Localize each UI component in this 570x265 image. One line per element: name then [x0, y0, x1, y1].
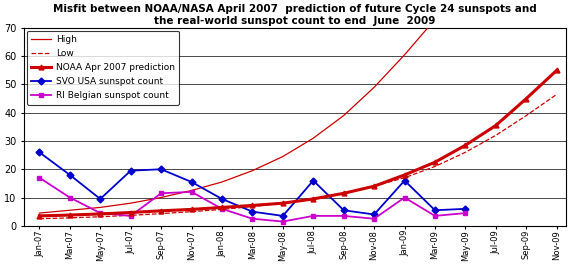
NOAA Apr 2007 prediction [523, 97, 530, 100]
NOAA Apr 2007 prediction [553, 69, 560, 72]
RI Belgian sunspot count [158, 192, 165, 195]
SVO USA sunspot count [218, 197, 225, 201]
High [310, 136, 317, 140]
RI Belgian sunspot count [462, 211, 469, 215]
NOAA Apr 2007 prediction [127, 211, 134, 214]
Low [158, 212, 165, 215]
High [36, 211, 43, 215]
NOAA Apr 2007 prediction [67, 214, 74, 217]
High [553, 0, 560, 1]
High [401, 53, 408, 56]
SVO USA sunspot count [249, 210, 256, 213]
SVO USA sunspot count [67, 173, 74, 176]
RI Belgian sunspot count [127, 214, 134, 218]
Low [401, 176, 408, 179]
SVO USA sunspot count [188, 180, 195, 184]
Low [249, 205, 256, 208]
SVO USA sunspot count [158, 168, 165, 171]
NOAA Apr 2007 prediction [249, 204, 256, 207]
Low [67, 216, 74, 219]
High [67, 209, 74, 212]
Low [553, 93, 560, 96]
High [188, 189, 195, 192]
NOAA Apr 2007 prediction [97, 212, 104, 215]
High [523, 0, 530, 1]
SVO USA sunspot count [401, 179, 408, 182]
High [340, 114, 347, 117]
High [279, 155, 286, 158]
RI Belgian sunspot count [401, 196, 408, 199]
NOAA Apr 2007 prediction [188, 208, 195, 211]
RI Belgian sunspot count [67, 196, 74, 199]
NOAA Apr 2007 prediction [279, 202, 286, 205]
RI Belgian sunspot count [310, 214, 317, 218]
Line: RI Belgian sunspot count: RI Belgian sunspot count [37, 175, 468, 224]
SVO USA sunspot count [310, 179, 317, 182]
High [97, 206, 104, 209]
SVO USA sunspot count [127, 169, 134, 172]
NOAA Apr 2007 prediction [310, 197, 317, 201]
RI Belgian sunspot count [279, 220, 286, 223]
RI Belgian sunspot count [249, 217, 256, 220]
High [249, 169, 256, 172]
Low [523, 114, 530, 117]
Low [431, 165, 438, 168]
High [431, 18, 438, 21]
High [127, 202, 134, 205]
SVO USA sunspot count [462, 207, 469, 210]
NOAA Apr 2007 prediction [401, 173, 408, 176]
NOAA Apr 2007 prediction [158, 209, 165, 213]
RI Belgian sunspot count [97, 211, 104, 215]
Low [97, 215, 104, 218]
Low [218, 208, 225, 211]
NOAA Apr 2007 prediction [462, 144, 469, 147]
RI Belgian sunspot count [36, 176, 43, 179]
NOAA Apr 2007 prediction [36, 214, 43, 218]
Low [36, 217, 43, 220]
SVO USA sunspot count [279, 214, 286, 218]
Line: Low: Low [39, 94, 557, 219]
RI Belgian sunspot count [218, 207, 225, 210]
NOAA Apr 2007 prediction [370, 185, 377, 188]
Low [127, 214, 134, 217]
RI Belgian sunspot count [370, 217, 377, 220]
RI Belgian sunspot count [431, 214, 438, 218]
RI Belgian sunspot count [340, 214, 347, 218]
Line: NOAA Apr 2007 prediction: NOAA Apr 2007 prediction [37, 68, 559, 218]
SVO USA sunspot count [97, 197, 104, 201]
High [462, 0, 469, 1]
Line: High: High [39, 0, 557, 213]
Low [279, 202, 286, 205]
High [218, 180, 225, 184]
Low [310, 197, 317, 201]
Low [188, 210, 195, 213]
Title: Misfit between NOAA/NASA April 2007  prediction of future Cycle 24 sunspots and
: Misfit between NOAA/NASA April 2007 pred… [53, 4, 537, 26]
Legend: High, Low, NOAA Apr 2007 prediction, SVO USA sunspot count, RI Belgian sunspot c: High, Low, NOAA Apr 2007 prediction, SVO… [27, 31, 180, 104]
NOAA Apr 2007 prediction [431, 161, 438, 164]
Low [492, 134, 499, 137]
NOAA Apr 2007 prediction [340, 192, 347, 195]
SVO USA sunspot count [370, 213, 377, 216]
SVO USA sunspot count [431, 209, 438, 212]
NOAA Apr 2007 prediction [492, 124, 499, 127]
Low [370, 185, 377, 188]
Line: SVO USA sunspot count: SVO USA sunspot count [37, 150, 468, 218]
SVO USA sunspot count [340, 209, 347, 212]
NOAA Apr 2007 prediction [218, 206, 225, 209]
Low [462, 151, 469, 154]
RI Belgian sunspot count [188, 190, 195, 193]
High [370, 86, 377, 89]
Low [340, 192, 347, 195]
High [492, 0, 499, 1]
SVO USA sunspot count [36, 151, 43, 154]
High [158, 196, 165, 199]
